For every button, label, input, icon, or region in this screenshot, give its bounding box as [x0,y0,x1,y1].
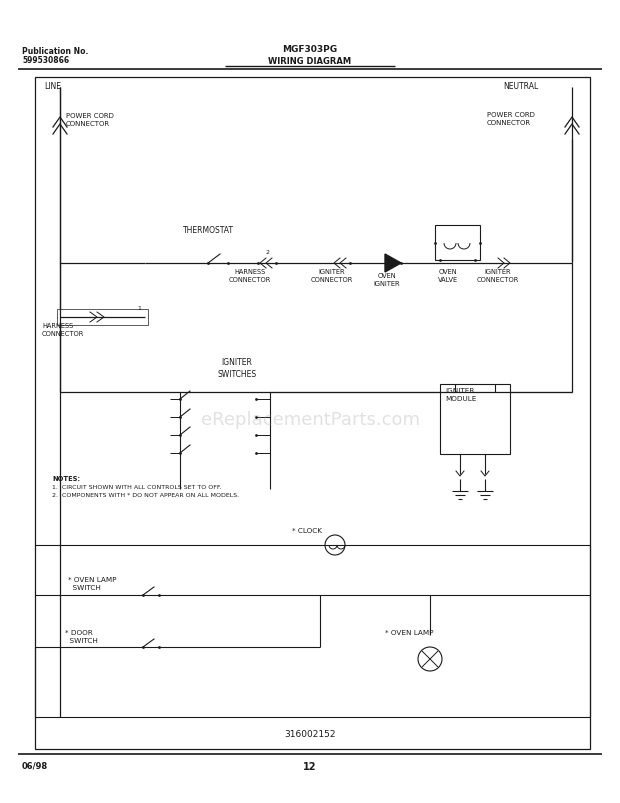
Text: IGNITER
CONNECTOR: IGNITER CONNECTOR [311,269,353,283]
Text: 2: 2 [266,250,270,255]
Text: 2.  COMPONENTS WITH * DO NOT APPEAR ON ALL MODELS.: 2. COMPONENTS WITH * DO NOT APPEAR ON AL… [52,492,239,497]
Text: OVEN
VALVE: OVEN VALVE [438,269,458,283]
Text: IGNITER
CONNECTOR: IGNITER CONNECTOR [477,269,519,283]
Text: LINE: LINE [44,82,61,91]
Text: 599530866: 599530866 [22,56,69,65]
Text: Publication No.: Publication No. [22,47,89,56]
Text: HARNESS
CONNECTOR: HARNESS CONNECTOR [229,269,271,283]
Text: * OVEN LAMP
  SWITCH: * OVEN LAMP SWITCH [68,577,117,590]
Text: IGNITER
SWITCHES: IGNITER SWITCHES [218,357,257,378]
Bar [440,385,510,454]
Text: 12: 12 [303,761,317,771]
Text: POWER CORD
CONNECTOR: POWER CORD CONNECTOR [66,113,114,127]
Text: NEUTRAL: NEUTRAL [503,82,538,91]
Text: MGF303PG: MGF303PG [283,45,337,54]
Text: 06/98: 06/98 [22,761,48,770]
Text: 316002152: 316002152 [284,729,336,738]
Text: * OVEN LAMP: * OVEN LAMP [385,630,433,635]
Text: THERMOSTAT: THERMOSTAT [183,226,234,234]
Text: HARNESS
CONNECTOR: HARNESS CONNECTOR [42,323,84,336]
Text: OVEN
IGNITER: OVEN IGNITER [374,273,401,287]
Text: 1: 1 [137,306,141,311]
Text: eReplacementParts.com: eReplacementParts.com [200,410,420,429]
Bar [57,310,148,325]
Text: WIRING DIAGRAM: WIRING DIAGRAM [268,57,352,66]
Text: IGNITER
MODULE: IGNITER MODULE [445,388,476,402]
Text: POWER CORD
CONNECTOR: POWER CORD CONNECTOR [487,112,535,126]
Polygon shape [385,255,401,273]
Bar [435,226,480,261]
Text: NOTES:: NOTES: [52,475,80,482]
Text: * CLOCK: * CLOCK [292,528,322,533]
Bar [35,78,590,749]
Text: * DOOR
  SWITCH: * DOOR SWITCH [65,630,98,643]
Text: 1.  CIRCUIT SHOWN WITH ALL CONTROLS SET TO OFF.: 1. CIRCUIT SHOWN WITH ALL CONTROLS SET T… [52,484,221,489]
